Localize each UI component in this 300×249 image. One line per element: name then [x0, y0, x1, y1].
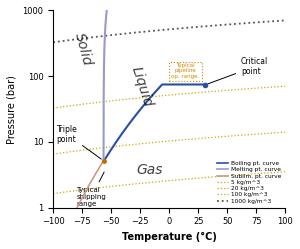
Text: Typical
shipping
range: Typical shipping range — [76, 172, 106, 207]
Text: Liquid: Liquid — [129, 65, 155, 109]
Text: Gas: Gas — [137, 164, 163, 178]
Y-axis label: Pressure (bar): Pressure (bar) — [7, 75, 17, 143]
X-axis label: Temperature (°C): Temperature (°C) — [122, 232, 217, 242]
Text: Critical
point: Critical point — [208, 57, 268, 84]
Text: Triple
point: Triple point — [57, 125, 101, 159]
Text: Typical
pipeline
op. range.: Typical pipeline op. range. — [171, 63, 200, 79]
Text: Solid: Solid — [72, 31, 94, 68]
Legend: Boiling pt. curve, Melting pt. curve, Sublim. pt. curve, 5 kg/m^3, 20 kg/m^3, 10: Boiling pt. curve, Melting pt. curve, Su… — [216, 160, 282, 205]
